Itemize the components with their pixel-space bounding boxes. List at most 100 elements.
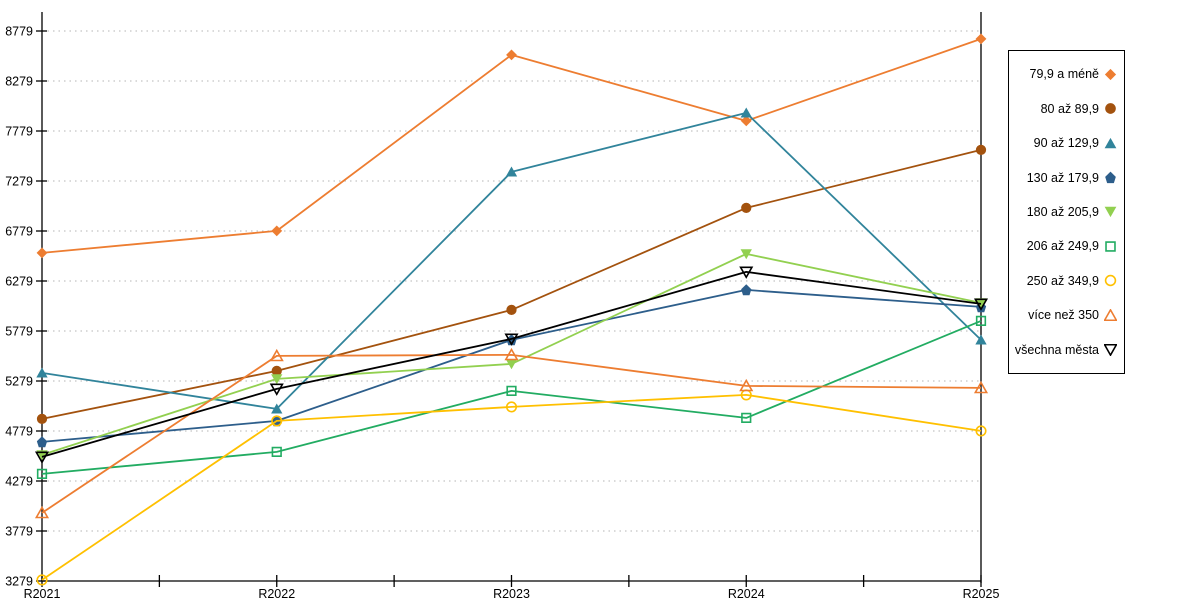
triangle-up-outline-icon: [1104, 308, 1117, 321]
series-line: [41, 38, 982, 254]
square-outline-icon: [741, 412, 752, 424]
series-1: [36, 33, 987, 259]
circle-outline-icon: [505, 401, 518, 413]
y-tick-label: 5279: [5, 375, 33, 389]
circle-icon: [741, 202, 752, 214]
triangle-up-icon: [1104, 137, 1117, 148]
circle-outline-icon: [1104, 275, 1117, 287]
triangle-up-outline-icon: [504, 347, 519, 361]
triangle-down-icon: [1104, 207, 1117, 218]
pentagon-icon: [36, 436, 48, 448]
legend-item: 79,9 a méně: [1009, 58, 1124, 91]
triangle-down-outline-icon: [504, 333, 519, 346]
series-8: [34, 347, 989, 519]
square-outline-icon: [271, 446, 282, 458]
y-tick-label: 6779: [5, 225, 33, 239]
x-tick-label: R2023: [493, 587, 530, 600]
triangle-down-outline-icon: [269, 383, 284, 396]
square-outline-icon: [1105, 241, 1116, 252]
y-tick-label: 7279: [5, 175, 33, 189]
circle-icon: [975, 144, 987, 156]
series-6: [36, 315, 987, 480]
triangle-up-icon: [505, 166, 518, 177]
series-3: [36, 107, 987, 414]
legend-label: 79,9 a méně: [1029, 67, 1100, 82]
x-tick-label: R2024: [728, 587, 765, 600]
legend-item: 250 až 349,9: [1009, 264, 1124, 297]
diamond-icon: [271, 225, 283, 237]
series-4: [36, 284, 987, 448]
diamond-icon: [506, 49, 517, 61]
legend-item: 130 až 179,9: [1009, 161, 1124, 194]
legend-item: 90 až 129,9: [1009, 127, 1124, 160]
circle-outline-icon: [1104, 275, 1117, 287]
triangle-up-outline-icon: [269, 348, 284, 362]
legend-item: 206 až 249,9: [1009, 230, 1124, 263]
series-9: [34, 266, 989, 464]
diamond-icon: [1104, 68, 1117, 80]
legend-label: všechna města: [1014, 342, 1099, 357]
legend-label: více než 350: [1028, 308, 1099, 323]
y-tick-label: 3279: [5, 575, 33, 589]
series-line: [41, 270, 982, 458]
triangle-up-icon: [740, 107, 752, 118]
triangle-down-outline-icon: [739, 266, 754, 279]
y-tick-label: 4279: [5, 475, 33, 489]
x-tick-label: R2021: [24, 587, 61, 600]
triangle-up-icon: [975, 334, 987, 345]
circle-icon: [1105, 103, 1116, 114]
y-tick-label: 8279: [5, 75, 33, 89]
legend-label: 250 až 349,9: [1026, 273, 1099, 288]
y-tick-label: 7779: [5, 125, 33, 139]
triangle-down-outline-icon: [34, 451, 50, 464]
triangle-down-outline-icon: [1104, 344, 1117, 357]
legend: 79,9 a méně 80 až 89,9 90 až 129,9 130 a…: [1008, 50, 1125, 374]
diamond-icon: [1104, 68, 1117, 80]
pentagon-icon: [1105, 171, 1116, 184]
square-outline-icon: [1105, 241, 1116, 252]
circle-outline-icon: [271, 415, 283, 427]
triangle-down-outline-icon: [973, 298, 989, 311]
legend-item: více než 350: [1009, 299, 1124, 332]
y-tick-label: 6279: [5, 275, 33, 289]
x-tick-label: R2025: [963, 587, 1000, 600]
series-line: [41, 353, 982, 514]
triangle-down-icon: [505, 359, 518, 370]
triangle-up-outline-icon: [1104, 308, 1117, 321]
pentagon-icon: [741, 284, 752, 296]
axes: [36, 12, 982, 587]
diamond-icon: [36, 247, 48, 259]
legend-item: 180 až 205,9: [1009, 195, 1124, 228]
legend-label: 206 až 249,9: [1026, 239, 1099, 254]
diamond-icon: [740, 115, 752, 127]
triangle-down-outline-icon: [1104, 344, 1117, 357]
circle-outline-icon: [975, 425, 987, 437]
series-7: [36, 389, 987, 586]
triangle-up-icon: [271, 403, 283, 414]
y-tick-label: 3779: [5, 525, 33, 539]
circle-outline-icon: [36, 574, 48, 586]
legend-label: 90 až 129,9: [1033, 136, 1099, 151]
square-outline-icon: [975, 315, 987, 327]
triangle-up-outline-icon: [973, 380, 989, 394]
square-outline-icon: [36, 468, 48, 480]
circle-icon: [271, 365, 282, 377]
gridlines: [42, 30, 981, 532]
triangle-up-outline-icon: [34, 505, 50, 519]
legend-label: 80 až 89,9: [1040, 101, 1099, 116]
circle-icon: [506, 304, 517, 316]
circle-icon: [36, 413, 48, 425]
series-line: [41, 320, 982, 475]
triangle-up-icon: [36, 367, 48, 378]
legend-item: všechna města: [1009, 333, 1124, 366]
y-tick-labels: 3279 3779 4279 4779 5279 5779 6279 6779 7279 7779…: [5, 25, 33, 589]
circle-icon: [1105, 103, 1116, 114]
triangle-down-icon: [271, 374, 283, 385]
legend-label: 180 až 205,9: [1026, 204, 1099, 219]
legend-label: 130 až 179,9: [1026, 170, 1099, 185]
pentagon-icon: [1105, 171, 1116, 184]
x-tick-label: R2022: [258, 587, 295, 600]
triangle-down-icon: [1104, 207, 1117, 218]
